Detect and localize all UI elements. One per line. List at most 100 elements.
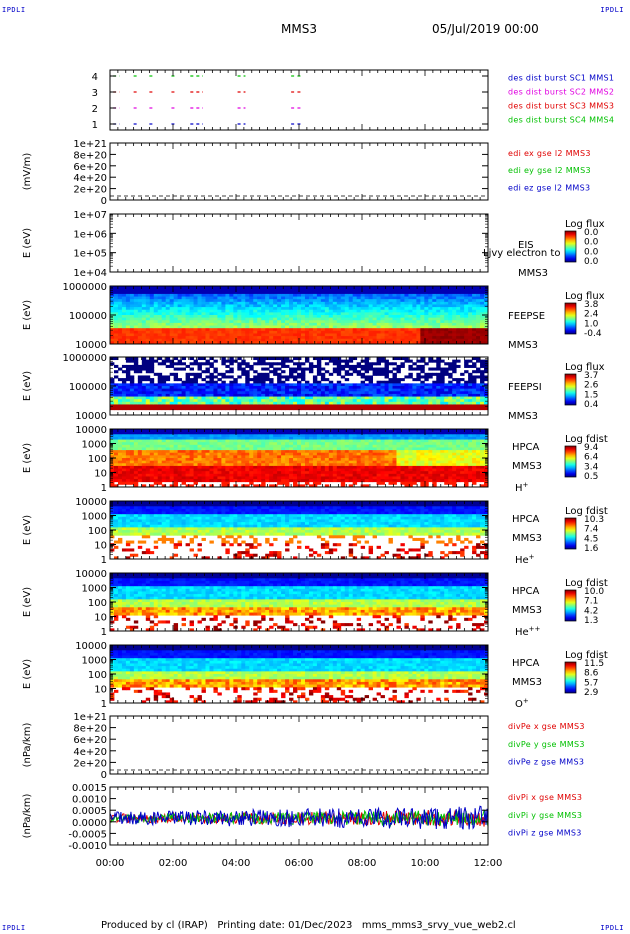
heatmap-cell	[472, 330, 477, 334]
heatmap-cell	[281, 312, 286, 316]
heatmap-cell	[420, 317, 425, 321]
heatmap-cell	[141, 396, 147, 400]
heatmap-cell	[440, 367, 445, 371]
heatmap-cell	[312, 378, 318, 382]
heatmap-cell	[384, 315, 389, 319]
heatmap-cell	[161, 325, 167, 329]
heatmap-cell	[480, 301, 485, 305]
heatmap-cell	[137, 333, 143, 337]
heatmap-cell	[205, 447, 210, 451]
heatmap-cell	[328, 391, 334, 395]
heatmap-cell	[241, 401, 246, 405]
heatmap-cell	[265, 296, 270, 300]
heatmap-cell	[121, 307, 127, 311]
heatmap-cell	[237, 309, 242, 313]
heatmap-cell	[480, 391, 485, 395]
heatmap-cell	[117, 312, 123, 316]
heatmap-cell	[149, 378, 155, 382]
heatmap-cell	[117, 386, 123, 390]
heatmap-cell	[161, 479, 167, 483]
heatmap-cell	[464, 320, 469, 324]
heatmap-cell	[384, 304, 389, 308]
heatmap-cell	[149, 388, 155, 392]
heatmap-cell	[444, 296, 449, 300]
heatmap-cell	[372, 399, 377, 403]
legend-entry: edi ez gse l2 MMS3	[508, 184, 590, 193]
heatmap-cell	[444, 312, 449, 316]
heatmap-cell	[121, 465, 127, 469]
heatmap-cell	[169, 479, 175, 483]
heatmap-cell	[293, 328, 298, 332]
heatmap-cell	[249, 388, 254, 392]
heatmap-cell	[424, 404, 429, 408]
heatmap-cell	[233, 442, 238, 446]
heatmap-cell	[205, 291, 210, 295]
heatmap-cell	[237, 401, 242, 405]
heatmap-cell	[440, 386, 445, 390]
heatmap-cell	[241, 367, 246, 371]
heatmap-cell	[400, 325, 405, 329]
heatmap-cell	[428, 396, 433, 400]
heatmap-cell	[177, 386, 183, 390]
heatmap-cell	[205, 304, 210, 308]
heatmap-cell	[205, 320, 210, 324]
heatmap-cell	[177, 407, 183, 411]
heatmap-cell	[436, 388, 441, 392]
heatmap-cell	[269, 393, 274, 397]
heatmap-cell	[197, 399, 202, 403]
heatmap-cell	[265, 322, 270, 326]
heatmap-cell	[388, 391, 393, 395]
heatmap-cell	[141, 401, 147, 405]
heatmap-cell	[110, 383, 115, 387]
heatmap-cell	[189, 399, 194, 403]
heatmap-cell	[277, 391, 282, 395]
heatmap-cell	[436, 320, 441, 324]
heatmap-cell	[245, 407, 250, 411]
heatmap-cell	[448, 362, 453, 366]
heatmap-cell	[237, 468, 242, 472]
heatmap-cell	[376, 307, 381, 311]
heatmap-cell	[245, 388, 250, 392]
heatmap-cell	[356, 386, 362, 390]
heatmap-cell	[340, 364, 346, 368]
heatmap-cell	[273, 328, 278, 332]
heatmap-cell	[404, 407, 409, 411]
heatmap-cell	[464, 291, 469, 295]
heatmap-cell	[285, 401, 290, 405]
heatmap-cell	[356, 399, 362, 403]
y-axis-label: E (eV)	[22, 300, 33, 330]
heatmap-cell	[484, 364, 489, 368]
heatmap-cell	[217, 404, 222, 408]
heatmap-cell	[113, 328, 119, 332]
heatmap-cell	[209, 401, 214, 405]
heatmap-cell	[221, 317, 226, 321]
heatmap-cell	[424, 315, 429, 319]
heatmap-cell	[161, 407, 167, 411]
heatmap-cell	[121, 439, 127, 443]
heatmap-cell	[213, 338, 218, 342]
heatmap-cell	[253, 301, 258, 305]
heatmap-cell	[424, 388, 429, 392]
heatmap-cell	[348, 338, 354, 342]
heatmap-cell	[312, 301, 318, 305]
heatmap-cell	[149, 328, 155, 332]
heatmap-cell	[452, 404, 457, 408]
heatmap-cell	[169, 359, 175, 363]
heatmap-cell	[316, 393, 322, 397]
heatmap-cell	[428, 307, 433, 311]
heatmap-cell	[476, 291, 481, 295]
heatmap-cell	[229, 299, 234, 303]
heatmap-cell	[432, 359, 437, 363]
heatmap-cell	[404, 338, 409, 342]
heatmap-cell	[125, 378, 131, 382]
heatmap-cell	[169, 320, 175, 324]
heatmap-cell	[161, 401, 167, 405]
heatmap-cell	[328, 386, 334, 390]
heatmap-cell	[464, 370, 469, 374]
heatmap-cell	[428, 322, 433, 326]
heatmap-cell	[324, 393, 330, 397]
heatmap-cell	[189, 333, 194, 337]
heatmap-cell	[376, 291, 381, 295]
heatmap-cell	[336, 338, 342, 342]
heatmap-cell	[468, 359, 473, 363]
